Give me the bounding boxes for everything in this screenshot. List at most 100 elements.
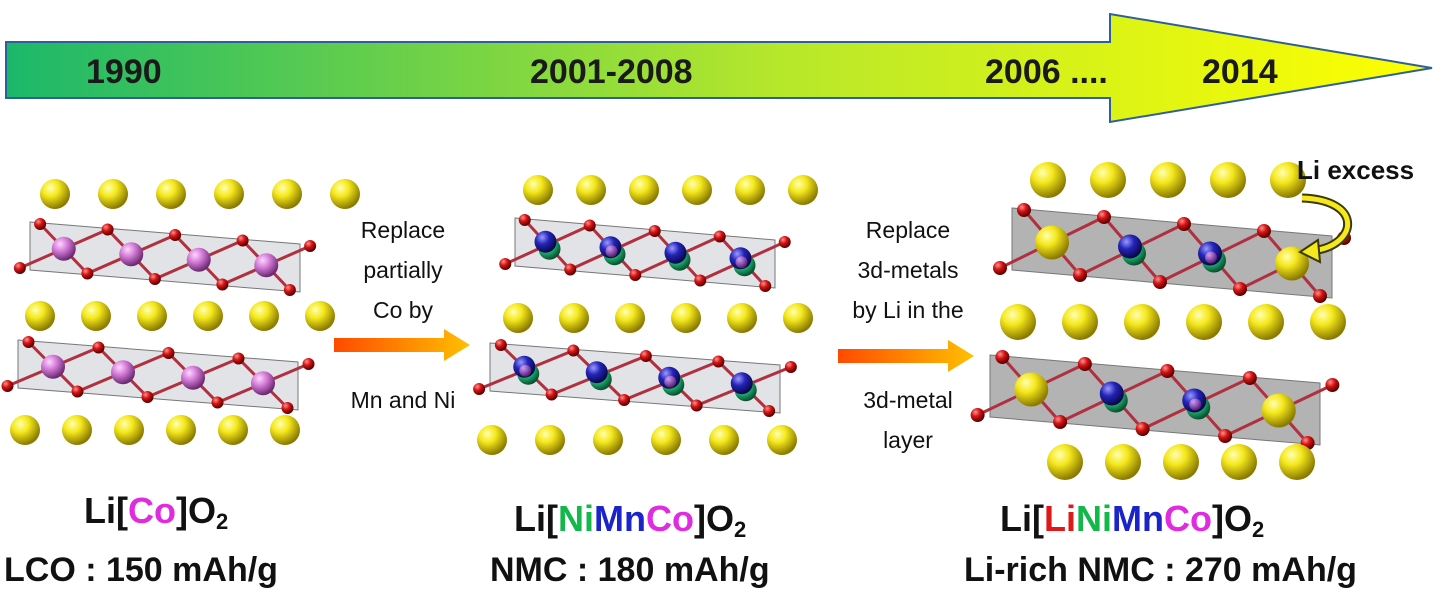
oxygen-atom — [281, 402, 294, 414]
formula-subscript: 2 — [1251, 517, 1265, 542]
oxygen-atom — [618, 394, 631, 406]
cobalt-atom — [664, 375, 677, 388]
lithium-atom — [559, 303, 589, 333]
oxygen-atom — [1313, 289, 1327, 303]
manganese-atom — [1118, 234, 1142, 259]
octahedra-plane — [489, 342, 781, 414]
oxygen-atom — [1233, 282, 1247, 296]
lithium-atom — [615, 303, 645, 333]
lithium-atom — [249, 301, 279, 331]
oxygen-atom — [1017, 203, 1031, 217]
octahedra-plane — [29, 221, 301, 293]
lithium-atom — [503, 303, 533, 333]
oxygen-atom — [1053, 415, 1068, 429]
lithium-atom — [137, 301, 167, 331]
formula-part: Li[ — [84, 490, 128, 531]
oxygen-atom — [473, 383, 486, 395]
cobalt-atom — [111, 360, 135, 385]
lithium-atom — [81, 301, 111, 331]
lithium-atom — [1062, 304, 1098, 340]
oxygen-atom — [648, 225, 661, 237]
formula-part: Li — [1043, 498, 1076, 539]
oxygen-atom — [713, 230, 726, 243]
formula-subscript: 2 — [733, 517, 747, 542]
lithium-atom — [535, 425, 565, 455]
lithium-atom — [10, 415, 40, 445]
cobalt-atom — [251, 371, 275, 396]
formula-part: Mn — [1111, 498, 1164, 539]
cobalt-atom — [1189, 398, 1202, 411]
lithium-atom — [671, 303, 701, 333]
manganese-atom — [730, 372, 753, 395]
oxygen-atom — [81, 267, 94, 280]
lithium-atom — [682, 175, 712, 205]
metal-oxide-layer — [970, 350, 1340, 450]
oxygen-atom — [1257, 224, 1271, 238]
octahedra-plane — [1011, 207, 1333, 299]
lithium-atom — [788, 175, 818, 205]
lithium-atom — [270, 415, 300, 445]
formula-li-rich-nmc: Li[LiNiMnCo]O2 — [1000, 498, 1264, 551]
lithium-atom — [783, 303, 813, 333]
oxygen-atom — [13, 262, 26, 274]
lithium-atom — [727, 303, 757, 333]
transition-1-line-1: Replace — [360, 217, 446, 243]
formula-part: Ni — [1075, 498, 1112, 539]
li-excess-curve — [1301, 195, 1350, 253]
oxygen-atom — [304, 240, 317, 252]
oxygen-atom — [101, 223, 114, 236]
oxygen-atom — [712, 355, 725, 368]
oxygen-atom — [784, 361, 797, 373]
transition-2-tail-2: layer — [883, 427, 933, 453]
li-excess-arrow — [1298, 193, 1352, 264]
lithium-atom — [98, 179, 128, 209]
lithium-atom — [1090, 162, 1126, 198]
oxygen-atom — [34, 218, 47, 230]
cobalt-atom — [181, 365, 205, 390]
lithium-atom — [114, 415, 144, 445]
oxygen-atom — [22, 336, 35, 348]
formula-part: Ni — [557, 498, 594, 539]
oxygen-atom — [236, 234, 249, 247]
metal-oxide-layer — [1, 336, 315, 414]
oxygen-atom — [216, 278, 229, 291]
lithium-atom — [709, 425, 739, 455]
lithium-atom — [1275, 246, 1309, 281]
oxygen-atom — [162, 347, 175, 359]
transition-1-line-3: Co by — [372, 297, 434, 323]
oxygen-atom — [1218, 429, 1233, 443]
oxygen-atom — [302, 358, 315, 370]
oxygen-atom — [92, 341, 105, 354]
metal-oxide-layers — [1, 203, 1351, 450]
lithium-atom — [166, 415, 196, 445]
oxygen-atom — [1073, 268, 1087, 282]
metal-oxide-layer — [993, 203, 1351, 303]
formula-part: Mn — [593, 498, 646, 539]
oxygen-atom — [583, 219, 596, 232]
lithium-atom — [1270, 162, 1306, 198]
lithium-atom — [62, 415, 92, 445]
oxygen-atom — [148, 273, 161, 285]
lithium-atom — [651, 425, 681, 455]
lithium-atom — [576, 175, 606, 205]
oxygen-atom — [1077, 357, 1092, 371]
oxygen-atom — [564, 263, 577, 276]
oxygen-atom — [1325, 378, 1340, 392]
oxygen-atom — [995, 350, 1010, 364]
octahedra-plane — [17, 339, 299, 411]
oxygen-atom — [694, 274, 707, 287]
lithium-atom — [629, 175, 659, 205]
manganese-atom — [585, 361, 608, 384]
metal-oxide-layer — [499, 214, 791, 292]
cobalt-atom — [51, 236, 76, 261]
lithium-atom — [1014, 372, 1049, 407]
oxygen-atom — [629, 269, 642, 281]
li-excess-label: Li excess — [1297, 155, 1415, 185]
oxygen-atom — [141, 391, 154, 403]
oxygen-atom — [1242, 371, 1257, 385]
lithium-atom — [1035, 225, 1069, 260]
year-1990: 1990 — [86, 53, 162, 91]
manganese-atom — [534, 230, 557, 253]
